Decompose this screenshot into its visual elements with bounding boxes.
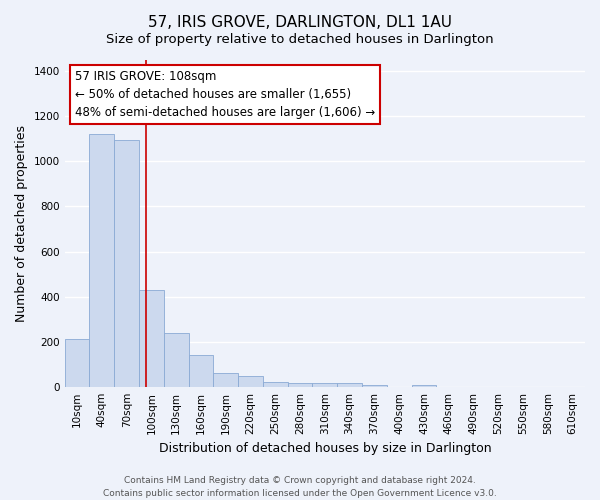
Bar (139, 290, 164, 387)
Text: 57 IRIS GROVE: 108sqm
← 50% of detached houses are smaller (1,655)
48% of semi-d: 57 IRIS GROVE: 108sqm ← 50% of detached … (75, 70, 376, 119)
Bar (412, 384, 436, 387)
Text: Contains HM Land Registry data © Crown copyright and database right 2024.
Contai: Contains HM Land Registry data © Crown c… (103, 476, 497, 498)
Bar (65, 340, 89, 387)
Y-axis label: Number of detached properties: Number of detached properties (15, 125, 28, 322)
X-axis label: Distribution of detached houses by size in Darlington: Distribution of detached houses by size … (158, 442, 491, 455)
Bar (214, 374, 238, 387)
Bar (89, 134, 114, 387)
Bar (114, 140, 139, 387)
Bar (263, 382, 287, 387)
Bar (337, 384, 362, 387)
Text: Size of property relative to detached houses in Darlington: Size of property relative to detached ho… (106, 32, 494, 46)
Bar (362, 384, 387, 387)
Bar (287, 384, 313, 387)
Text: 57, IRIS GROVE, DARLINGTON, DL1 1AU: 57, IRIS GROVE, DARLINGTON, DL1 1AU (148, 15, 452, 30)
Bar (313, 384, 337, 387)
Bar (188, 356, 214, 387)
Bar (164, 332, 188, 387)
Bar (238, 376, 263, 387)
